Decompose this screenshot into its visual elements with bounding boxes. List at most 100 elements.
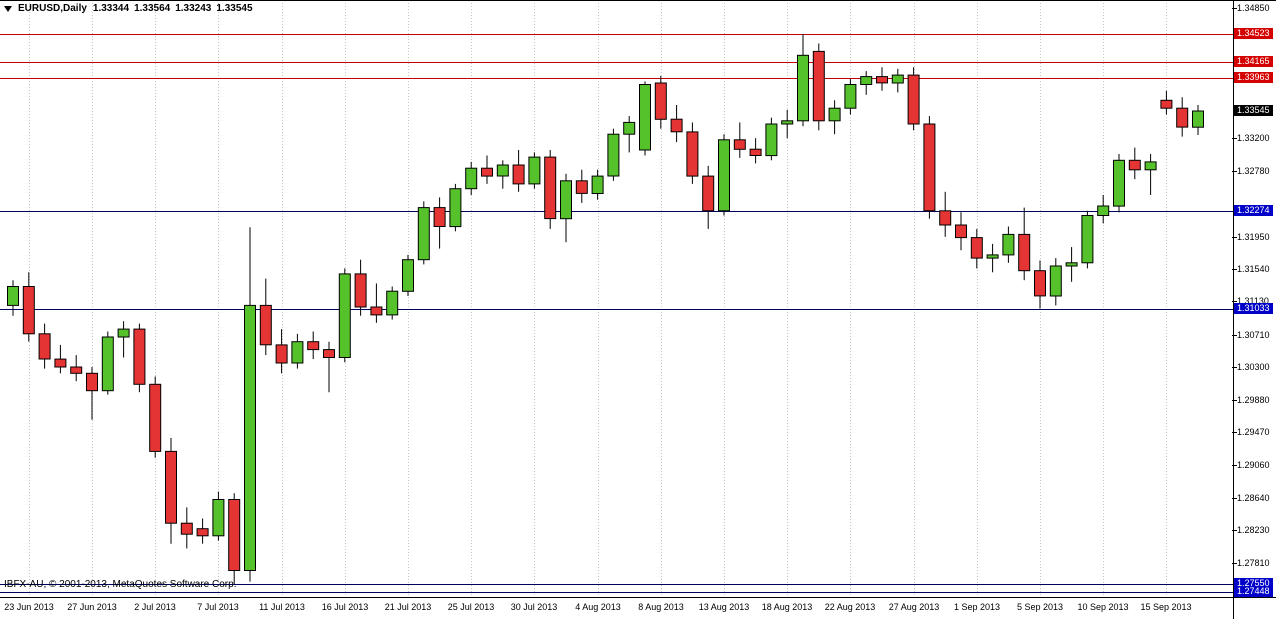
date-label: 27 Jun 2013 (67, 602, 117, 612)
level-price-label: 1.32274 (1234, 205, 1273, 216)
candle-bearish (1034, 270, 1046, 297)
candle-bearish (149, 383, 162, 452)
candle-bullish (338, 273, 351, 358)
candle-bearish (433, 207, 446, 228)
candle-bullish (639, 84, 651, 151)
quote-high: 1.33564 (134, 3, 171, 14)
candle-bullish (781, 120, 794, 125)
candle-bullish (765, 123, 778, 157)
candle-bearish (970, 237, 983, 259)
price-tick-label: 1.31130 (1237, 296, 1269, 306)
candle-bearish (70, 366, 83, 374)
candle-bearish (481, 167, 493, 177)
candle-bullish (1002, 233, 1015, 256)
level-price-label: 1.34165 (1234, 56, 1273, 67)
time-axis[interactable]: 23 Jun 2013 27 Jun 2013 2 Jul 2013 7 Jul 20… (0, 598, 1234, 619)
candle-bearish (275, 344, 288, 364)
price-tick-label: 1.31540 (1237, 264, 1270, 274)
candle-bullish (1113, 159, 1125, 207)
candle-bearish (38, 333, 51, 360)
candle-bullish (1081, 215, 1094, 264)
candle-bearish (702, 175, 715, 212)
candle-bullish (386, 290, 399, 316)
level-price-label: 1.34523 (1234, 28, 1273, 39)
price-tick-label: 1.32780 (1237, 166, 1270, 176)
candle-bullish (117, 328, 130, 338)
price-tick-label: 1.29880 (1237, 395, 1270, 405)
candle-bearish (670, 118, 683, 133)
date-label: 13 Aug 2013 (698, 602, 750, 612)
candle-bearish (133, 328, 146, 385)
candle-bearish (196, 528, 209, 537)
candle-bullish (101, 336, 114, 392)
level-price-label: 1.27550 (1234, 578, 1273, 589)
candle-bullish (291, 341, 304, 364)
price-tick-label: 1.27810 (1237, 558, 1270, 568)
candle-bearish (323, 349, 335, 359)
candle-bullish (449, 188, 462, 228)
candle-bullish (1065, 262, 1078, 267)
candle-bullish (528, 156, 541, 185)
date-label: 21 Jul 2013 (384, 602, 432, 612)
date-label: 10 Sep 2013 (1077, 602, 1129, 612)
candle-bullish (1144, 161, 1157, 171)
date-label: 23 Jun 2013 (4, 602, 54, 612)
candle-bearish (939, 210, 952, 226)
candle-bearish (1018, 233, 1031, 272)
candle-bullish (560, 180, 572, 220)
date-label: 16 Jul 2013 (321, 602, 369, 612)
candle-bearish (354, 273, 367, 308)
level-price-label: 1.31033 (1234, 303, 1273, 314)
candle-bullish (591, 175, 604, 195)
candle-bearish (22, 286, 35, 335)
candle-bearish (686, 131, 699, 177)
date-label: 18 Aug 2013 (761, 602, 813, 612)
candle-bearish (923, 123, 936, 212)
ohlc-quote: 1.33344 1.33564 1.33243 1.33545 (93, 3, 253, 14)
chart-title-overlay: EURUSD,Daily 1.33344 1.33564 1.33243 1.3354… (4, 3, 253, 14)
candle-bearish (228, 499, 241, 571)
candle-bullish (496, 164, 509, 177)
date-label: 7 Jul 2013 (197, 602, 239, 612)
candle-bullish (465, 167, 478, 190)
candle-bearish (544, 156, 557, 220)
candle-bearish (86, 372, 98, 392)
candle-bullish (844, 84, 857, 109)
candle-bullish (860, 76, 873, 85)
triangle-down-icon (4, 6, 12, 12)
price-tick-label: 1.31950 (1237, 232, 1270, 242)
candle-bearish (733, 139, 746, 150)
candle-bearish (1128, 159, 1141, 171)
date-label: 5 Sep 2013 (1016, 602, 1064, 612)
price-tick-label: 1.28230 (1237, 525, 1270, 535)
candle-bearish (876, 76, 888, 84)
candle-bearish (180, 522, 193, 535)
candle-bullish (1192, 110, 1204, 128)
candle-bearish (165, 450, 177, 524)
candle-bullish (402, 259, 414, 292)
date-label: 27 Aug 2013 (888, 602, 940, 612)
candle-bearish (1160, 99, 1173, 109)
quote-close: 1.33545 (216, 3, 253, 14)
candle-bearish (307, 341, 320, 351)
level-price-label: 1.33963 (1234, 72, 1273, 83)
price-tick-label: 1.33200 (1237, 133, 1270, 143)
candle-bearish (654, 82, 667, 120)
candles (7, 34, 1204, 584)
candle-bullish (1097, 205, 1110, 216)
candle-bearish (370, 306, 383, 316)
date-label: 2 Jul 2013 (134, 602, 176, 612)
price-axis[interactable]: 1.34850 1.33200 1.32780 1.31950 1.31540 1.311… (1234, 0, 1276, 597)
price-tick-label: 1.30300 (1237, 362, 1270, 372)
symbol-timeframe-label: EURUSD,Daily (18, 3, 87, 14)
candle-bullish (718, 139, 730, 212)
date-label: 4 Aug 2013 (575, 602, 621, 612)
date-label: 25 Jul 2013 (447, 602, 495, 612)
date-label: 30 Jul 2013 (510, 602, 558, 612)
candle-bullish (623, 121, 636, 135)
broker-copyright: IBFX-AU, © 2001-2013, MetaQuotes Softwar… (4, 579, 237, 590)
candle-bullish (244, 304, 256, 571)
price-tick-label: 1.34850 (1237, 3, 1270, 13)
candle-bullish (797, 54, 809, 122)
